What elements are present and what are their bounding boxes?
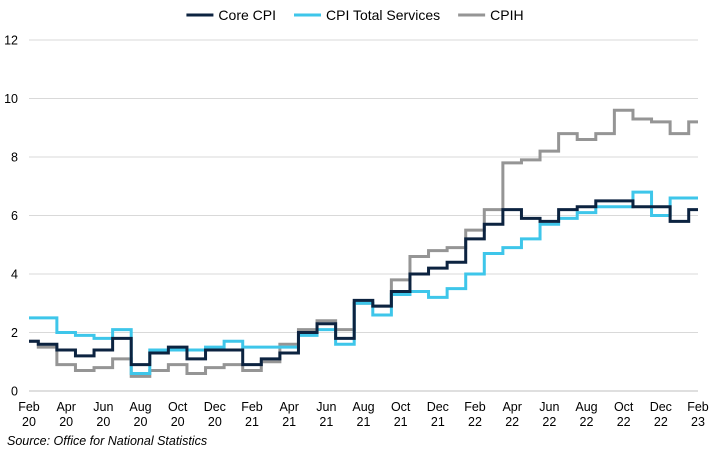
y-tick-label: 8 [11,151,18,165]
x-tick-label: Aug 20 [129,400,151,429]
legend-label-core-cpi: Core CPI [218,7,276,23]
source-note: Source: Office for National Statistics [7,434,207,448]
x-tick-label: Oct 20 [168,400,188,429]
x-tick-label: Jun 22 [539,400,559,429]
x-tick-label: Jun 21 [316,400,336,429]
series-layer [29,108,698,378]
legend-label-cpih: CPIH [490,7,523,23]
series-line-core-cpi [29,199,698,367]
x-tick-label: Aug 22 [575,400,597,429]
series-line-cpih [29,108,698,378]
y-tick-label: 12 [4,34,18,48]
series-line-cpi-total-services [29,190,698,375]
grid-layer [29,39,698,333]
y-tick-label: 6 [11,209,18,223]
legend: Core CPI CPI Total Services CPIH [186,7,524,23]
axis-layer: 0 2 4 6 8 10 12 Feb 20 Apr 20 Jun 20 Aug 20 Oct 20 Dec 20 F… [4,34,709,430]
x-tick-label: Feb 21 [241,400,263,429]
y-tick-label: 10 [4,92,18,106]
x-tick-label: Dec 21 [427,400,449,429]
x-tick-label: Apr 22 [502,400,521,429]
y-tick-label: 2 [11,326,18,340]
x-tick-label: Apr 20 [56,400,75,429]
x-tick-label: Jun 20 [93,400,113,429]
x-tick-label: Oct 22 [614,400,634,429]
legend-label-cpi-total-services: CPI Total Services [326,7,440,23]
x-tick-label: Apr 21 [279,400,298,429]
x-tick-label: Oct 21 [391,400,411,429]
x-tick-label: Dec 20 [204,400,226,429]
x-tick-label: Dec 22 [650,400,672,429]
x-tick-label: Feb 23 [687,400,709,429]
x-tick-label: Feb 22 [464,400,486,429]
x-tick-label: Feb 20 [18,400,40,429]
x-tick-label: Aug 21 [352,400,374,429]
y-tick-label: 0 [11,385,18,399]
y-tick-label: 4 [11,268,18,282]
